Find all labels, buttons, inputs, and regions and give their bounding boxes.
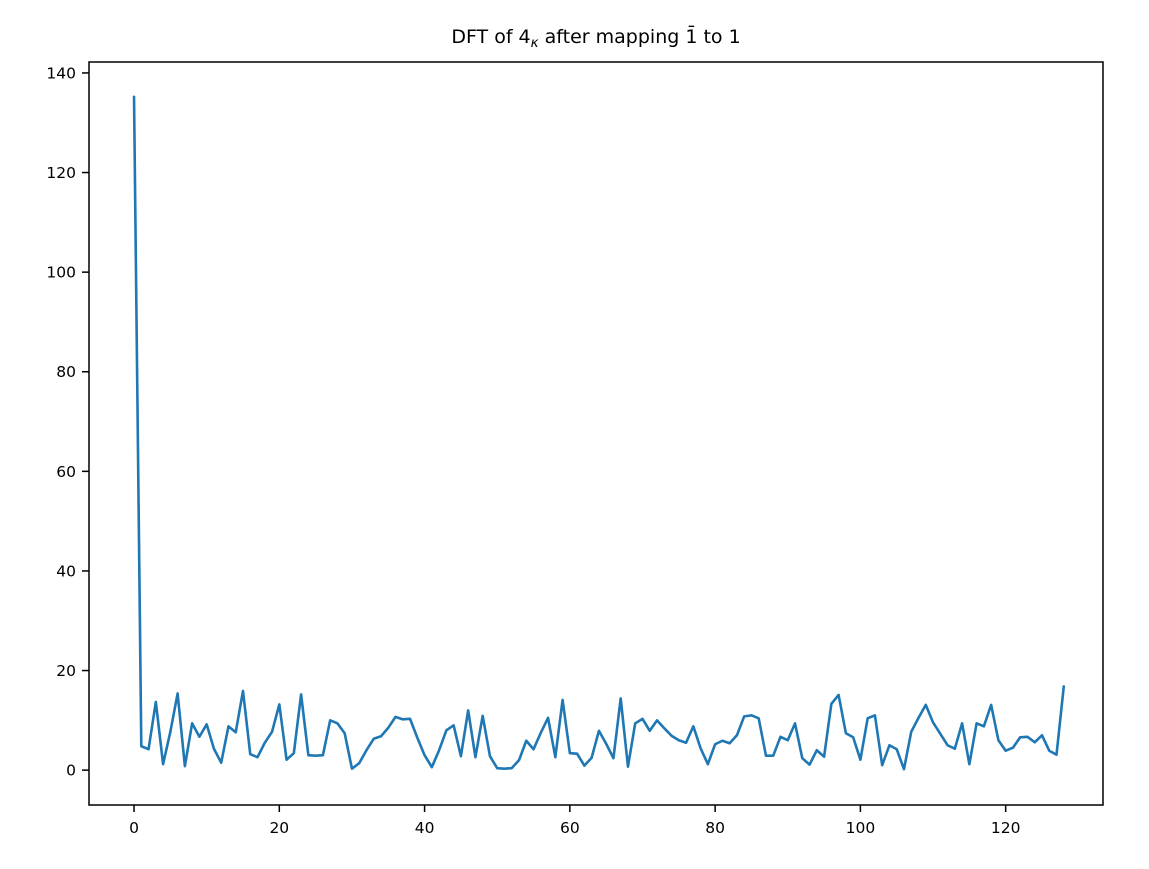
y-tick-label: 20 bbox=[56, 662, 76, 680]
x-tick-label: 100 bbox=[846, 819, 876, 837]
y-tick-label: 60 bbox=[56, 463, 76, 481]
chart-title-subscript: κ bbox=[530, 35, 539, 51]
y-tick-label: 120 bbox=[46, 164, 76, 182]
plot-border bbox=[88, 61, 1104, 806]
x-tick-label: 120 bbox=[991, 819, 1021, 837]
x-tick-label: 0 bbox=[129, 819, 139, 837]
chart-title-suffix: after mapping 1̄ to 1 bbox=[538, 26, 741, 48]
y-tick-label: 140 bbox=[46, 64, 76, 82]
chart-title: DFT of 4κ after mapping 1̄ to 1 bbox=[89, 26, 1103, 51]
x-tick-label: 40 bbox=[415, 819, 435, 837]
x-tick-label: 60 bbox=[560, 819, 580, 837]
y-tick-label: 100 bbox=[46, 264, 76, 282]
y-tick-label: 40 bbox=[56, 562, 76, 580]
chart-title-prefix: DFT of 4 bbox=[451, 26, 531, 48]
y-tick-label: 80 bbox=[56, 363, 76, 381]
x-tick-label: 80 bbox=[705, 819, 725, 837]
y-tick-label: 0 bbox=[66, 762, 76, 780]
data-line bbox=[132, 95, 1066, 771]
x-tick-label: 20 bbox=[269, 819, 289, 837]
